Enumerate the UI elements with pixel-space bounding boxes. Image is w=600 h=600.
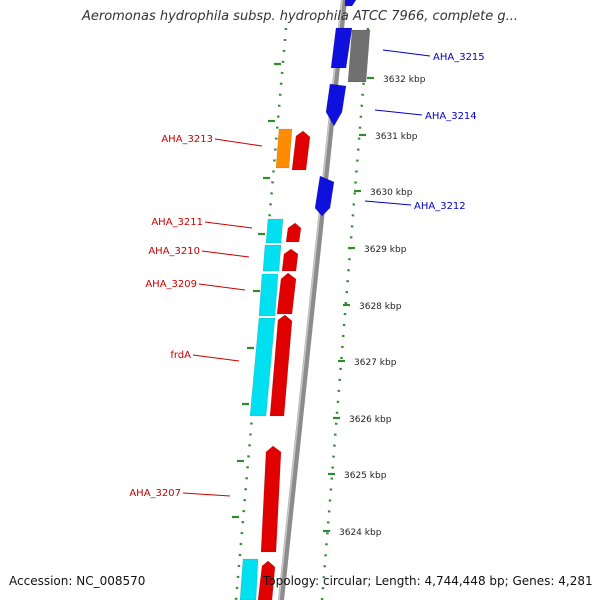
scale-label: 3631 kbp <box>375 132 418 142</box>
label-leader-line <box>192 354 240 362</box>
gene-feature-red <box>269 314 293 417</box>
gene-feature-cyan <box>258 273 279 317</box>
label-leader-line <box>198 283 246 291</box>
gene-label[interactable]: AHA_3207 <box>129 488 181 499</box>
scale-label: 3625 kbp <box>344 471 387 481</box>
label-leader-line <box>201 250 250 258</box>
scale-label: 3627 kbp <box>354 358 397 368</box>
scale-label: 3632 kbp <box>383 75 426 85</box>
gene-feature-cyan <box>249 317 276 417</box>
gene-feature-blue <box>314 175 335 217</box>
label-leaders <box>182 49 431 497</box>
scale-ticks <box>232 62 374 533</box>
gene-feature-blue <box>325 83 347 127</box>
map-labels: 3632 kbp 3631 kbp 3630 kbp 3629 kbp 3628 kbp… <box>129 52 484 538</box>
label-leader-line <box>364 200 412 206</box>
gene-feature-blue <box>330 27 353 69</box>
label-leader-line <box>204 221 253 229</box>
label-leader-line <box>382 49 431 57</box>
gene-label[interactable]: AHA_3210 <box>148 246 200 257</box>
gene-feature-gray <box>347 29 371 83</box>
scale-label: 3624 kbp <box>339 528 382 538</box>
gene-feature-red <box>260 445 282 553</box>
scale-label: 3630 kbp <box>370 188 413 198</box>
gene-label[interactable]: AHA_3213 <box>161 134 213 145</box>
scale-label: 3628 kbp <box>359 302 402 312</box>
gene-feature-blue <box>344 0 357 7</box>
gene-label[interactable]: AHA_3214 <box>425 111 477 122</box>
gene-label[interactable]: frdA <box>170 350 191 361</box>
gene-feature-cyan <box>265 218 284 244</box>
outer-dotted-ring <box>320 27 370 600</box>
accession-text: Accession: NC_008570 <box>9 574 146 588</box>
scale-label: 3629 kbp <box>364 245 407 255</box>
gene-feature-cyan <box>239 558 259 600</box>
genome-summary-text: Topology: circular; Length: 4,744,448 bp… <box>263 574 593 588</box>
gene-features <box>239 0 371 600</box>
gene-label[interactable]: AHA_3211 <box>151 217 203 228</box>
scale-label: 3626 kbp <box>349 415 392 425</box>
gene-feature-orange <box>275 128 293 169</box>
gene-feature-cyan <box>262 244 282 272</box>
genome-title: Aeromonas hydrophila subsp. hydrophila A… <box>81 9 519 24</box>
label-leader-line <box>182 492 231 497</box>
gene-feature-red <box>257 560 276 600</box>
gene-feature-red <box>276 272 297 315</box>
gene-feature-red <box>285 222 302 243</box>
label-leader-line <box>214 138 263 147</box>
gene-label[interactable]: AHA_3215 <box>433 52 485 63</box>
label-leader-line <box>374 109 423 116</box>
gene-feature-red <box>281 248 299 272</box>
gene-label[interactable]: AHA_3212 <box>414 201 466 212</box>
gene-feature-red <box>291 130 311 171</box>
gene-label[interactable]: AHA_3209 <box>145 279 197 290</box>
